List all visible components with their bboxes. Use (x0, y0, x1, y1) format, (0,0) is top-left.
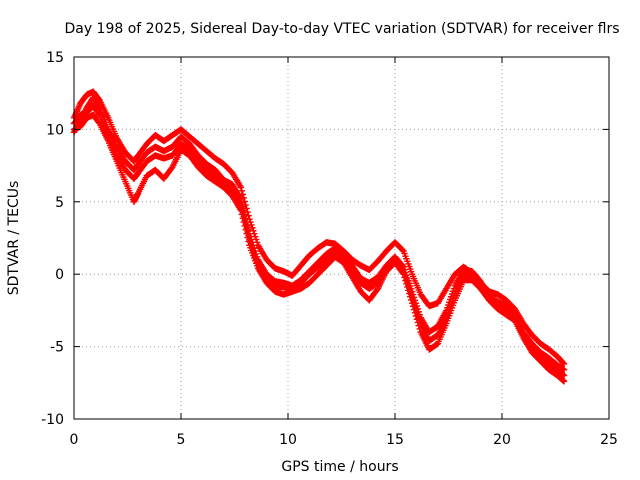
data-point (238, 205, 246, 212)
data-point (404, 278, 411, 286)
y-tick-label: 10 (46, 122, 64, 138)
y-tick-label: 5 (55, 195, 64, 211)
data-point (237, 184, 245, 191)
data-point (411, 302, 419, 310)
data-point (373, 286, 381, 294)
data-point (251, 253, 259, 261)
data-point (249, 224, 256, 232)
x-tick-label: 15 (386, 432, 404, 448)
data-point (409, 297, 417, 304)
data-point (560, 378, 568, 385)
data-point (414, 311, 422, 318)
data-point (237, 201, 245, 208)
grid-lines (74, 57, 609, 419)
tick-marks (73, 56, 610, 420)
data-point (401, 269, 408, 277)
data-point (400, 266, 407, 274)
data-point (253, 239, 261, 246)
x-tick-label: 10 (279, 432, 297, 448)
data-point (250, 247, 257, 255)
data-point (244, 228, 251, 235)
x-axis-label: GPS time / hours (281, 459, 398, 475)
data-point (252, 236, 260, 243)
data-point (407, 291, 415, 298)
data-point (560, 372, 568, 379)
data-point (253, 259, 261, 266)
data-point (250, 227, 257, 234)
data-point (240, 213, 247, 220)
data-point (247, 239, 254, 246)
data-point (415, 314, 422, 321)
data-point (405, 281, 412, 289)
y-tick-label: 0 (55, 267, 64, 283)
data-point (412, 305, 420, 313)
data-point (243, 224, 250, 232)
x-tick-labels: 0 5 10 15 20 25 (70, 432, 618, 448)
data-point (239, 191, 247, 198)
data-point (416, 317, 423, 324)
y-tick-labels: -10 -5 0 5 10 15 (41, 50, 64, 428)
data-point (251, 230, 258, 237)
data-point (251, 233, 259, 240)
data-point (241, 216, 248, 224)
y-axis-label: SDTVAR / TECUs (6, 181, 22, 296)
data-point (248, 221, 255, 229)
data-point (168, 165, 175, 172)
series-track-b (70, 88, 568, 368)
data-point (403, 275, 410, 283)
series-track-a (70, 94, 568, 373)
x-tick-label: 5 (177, 432, 186, 448)
series-track-d (70, 103, 568, 379)
data-point (247, 218, 254, 226)
y-tick-label: -5 (50, 340, 64, 356)
data-point (402, 272, 409, 280)
data-point (248, 242, 255, 249)
data-point (560, 360, 568, 368)
chart-title: Day 198 of 2025, Sidereal Day-to-day VTE… (64, 21, 619, 37)
data-point (407, 288, 414, 295)
y-tick-label: 15 (46, 50, 64, 66)
x-tick-label: 25 (600, 432, 618, 448)
data-point (408, 294, 416, 301)
data-point (238, 187, 246, 195)
data-point (245, 232, 252, 239)
data-point (251, 250, 258, 258)
data-point (239, 209, 247, 216)
data-point (240, 194, 247, 202)
data-point (242, 220, 249, 228)
data-point (413, 308, 421, 316)
data-point (95, 110, 103, 118)
data-point (399, 265, 406, 272)
x-tick-label: 20 (493, 432, 511, 448)
data-point (399, 246, 406, 254)
data-point (410, 299, 418, 307)
data-point (406, 284, 413, 292)
data-point (560, 359, 567, 367)
data-point (246, 236, 253, 243)
data-point (249, 244, 256, 252)
data-point (241, 198, 248, 205)
data-point (560, 366, 568, 373)
data-points (70, 88, 568, 385)
y-tick-label: -10 (41, 412, 64, 428)
data-point (252, 256, 260, 263)
plot-frame (73, 56, 610, 420)
data-point (246, 215, 253, 223)
x-tick-label: 0 (70, 432, 79, 448)
